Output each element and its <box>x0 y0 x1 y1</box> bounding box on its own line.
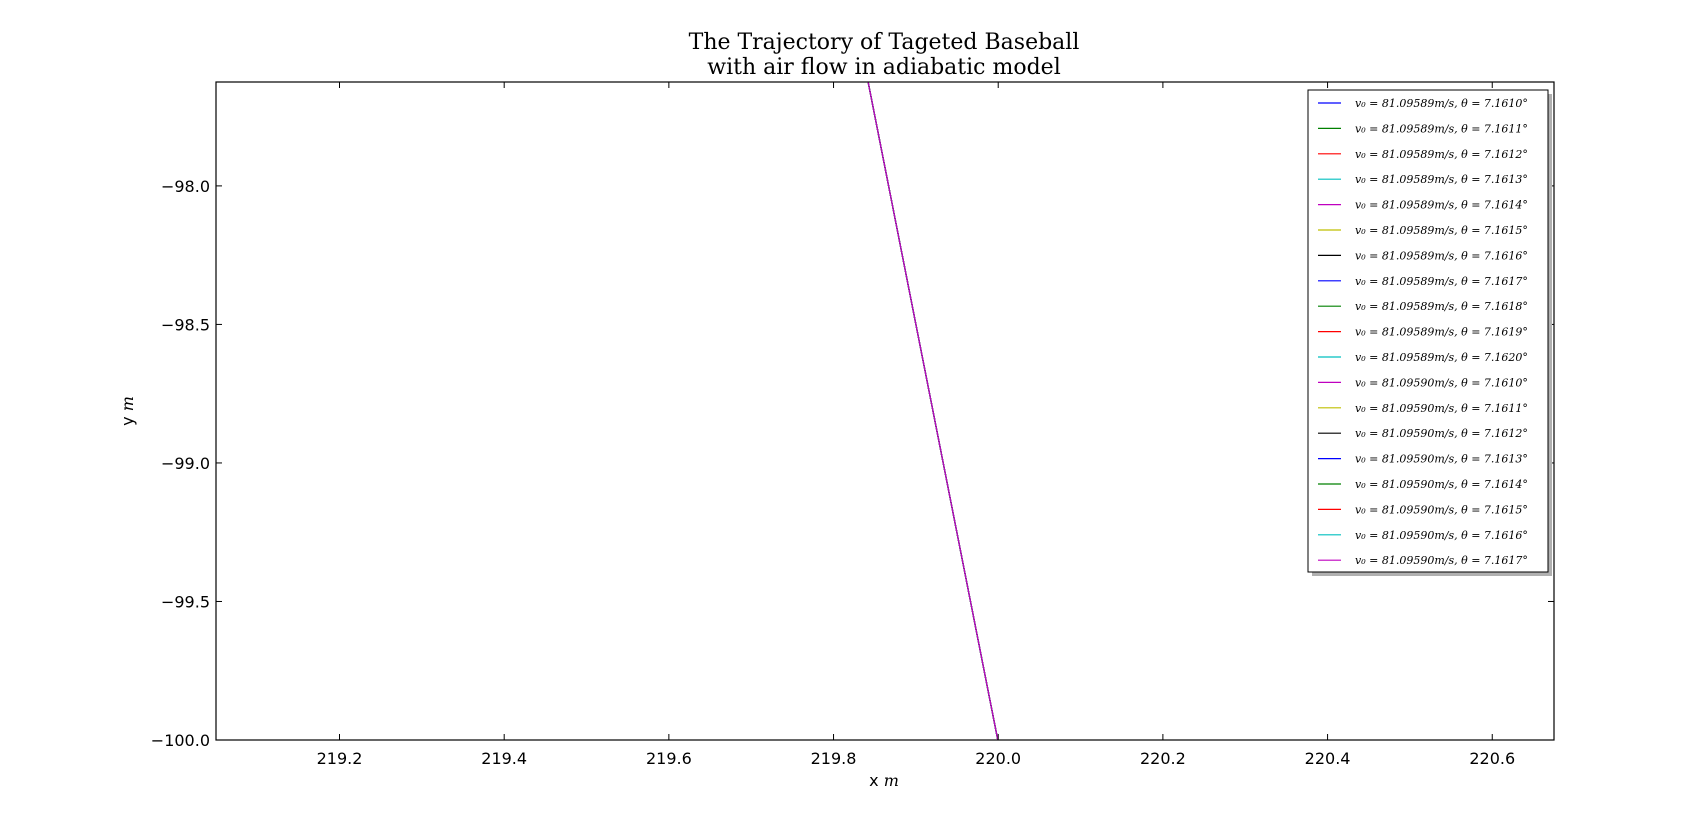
x-tick-label: 220.2 <box>1140 749 1186 768</box>
legend-label: v₀ = 81.09589m/s, θ = 7.1614° <box>1355 199 1528 212</box>
y-axis-unit: m <box>118 396 137 411</box>
tick-layer: 219.2 219.4 219.6 219.8 220.0 220.2 220.4 220.6… <box>151 82 1554 768</box>
legend-label: v₀ = 81.09590m/s, θ = 7.1615° <box>1355 503 1528 516</box>
x-tick-label: 219.4 <box>481 749 527 768</box>
series-line-19 <box>867 82 999 740</box>
y-tick-label: −98.5 <box>161 315 210 334</box>
plot-frame <box>215 81 1555 741</box>
x-tick-label: 219.2 <box>317 749 363 768</box>
x-axis-label-text: x <box>869 771 878 790</box>
legend: v₀ = 81.09589m/s, θ = 7.1610° v₀ = 81.095… <box>1307 89 1552 576</box>
legend-label: v₀ = 81.09589m/s, θ = 7.1612° <box>1355 148 1528 161</box>
y-tick-label: −99.0 <box>161 454 210 473</box>
y-axis-label-text: y <box>118 416 137 425</box>
legend-label: v₀ = 81.09589m/s, θ = 7.1613° <box>1355 173 1528 186</box>
legend-label: v₀ = 81.09589m/s, θ = 7.1617° <box>1355 275 1528 288</box>
legend-label: v₀ = 81.09589m/s, θ = 7.1619° <box>1355 326 1528 339</box>
legend-label: v₀ = 81.09590m/s, θ = 7.1611° <box>1355 402 1528 415</box>
x-tick-label: 220.0 <box>975 749 1021 768</box>
y-axis-label: y m <box>118 396 137 426</box>
x-axis-unit: m <box>884 771 899 790</box>
legend-label: v₀ = 81.09590m/s, θ = 7.1612° <box>1355 427 1528 440</box>
legend-label: v₀ = 81.09590m/s, θ = 7.1610° <box>1355 376 1528 389</box>
x-tick-label: 220.6 <box>1469 749 1515 768</box>
legend-label: v₀ = 81.09589m/s, θ = 7.1610° <box>1355 97 1528 110</box>
legend-label: v₀ = 81.09590m/s, θ = 7.1613° <box>1355 453 1528 466</box>
legend-label: v₀ = 81.09589m/s, θ = 7.1620° <box>1355 351 1528 364</box>
y-tick-label: −98.0 <box>161 177 210 196</box>
legend-label: v₀ = 81.09590m/s, θ = 7.1617° <box>1355 554 1528 567</box>
legend-label: v₀ = 81.09589m/s, θ = 7.1618° <box>1355 300 1528 313</box>
x-tick-label: 220.4 <box>1305 749 1351 768</box>
series-layer <box>867 82 999 740</box>
legend-label: v₀ = 81.09589m/s, θ = 7.1611° <box>1355 122 1528 135</box>
chart-title-line-2: with air flow in adiabatic model <box>707 55 1060 80</box>
legend-label: v₀ = 81.09590m/s, θ = 7.1616° <box>1355 529 1528 542</box>
legend-items: v₀ = 81.09589m/s, θ = 7.1610° v₀ = 81.095… <box>1318 97 1528 567</box>
y-tick-label: −99.5 <box>161 592 210 611</box>
legend-label: v₀ = 81.09590m/s, θ = 7.1614° <box>1355 478 1528 491</box>
chart-title-line-1: The Trajectory of Tageted Baseball <box>689 30 1080 55</box>
legend-label: v₀ = 81.09589m/s, θ = 7.1615° <box>1355 224 1528 237</box>
x-tick-label: 219.6 <box>646 749 692 768</box>
x-axis-label: x m <box>869 771 899 790</box>
y-tick-label: −100.0 <box>151 731 210 750</box>
legend-label: v₀ = 81.09589m/s, θ = 7.1616° <box>1355 249 1528 262</box>
legend-box <box>1307 89 1549 573</box>
x-tick-label: 219.8 <box>811 749 857 768</box>
